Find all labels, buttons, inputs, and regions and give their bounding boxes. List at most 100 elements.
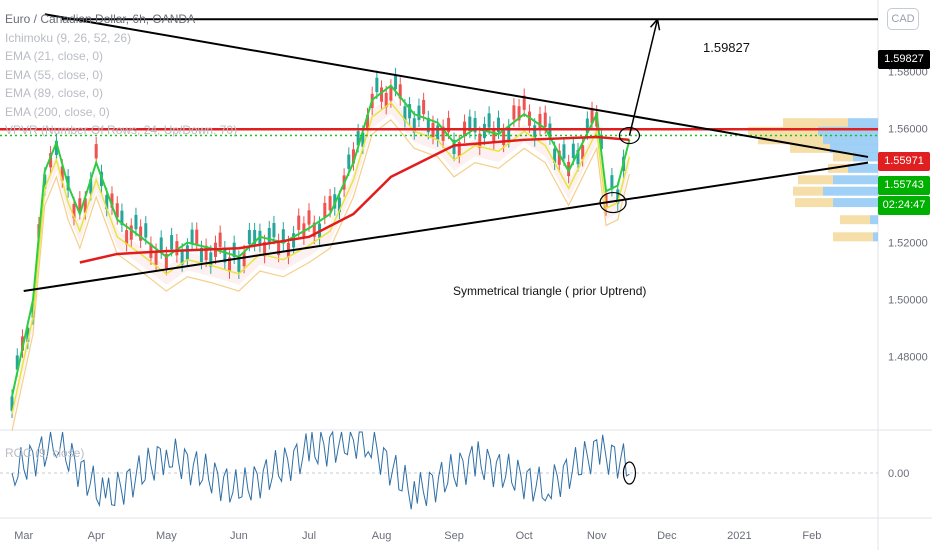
vpvr-bar-down (748, 126, 818, 136)
candle-body (195, 229, 199, 244)
vpvr-bar-down (790, 143, 830, 153)
candle-body (105, 194, 109, 210)
y-tick-label: 1.48000 (888, 352, 928, 364)
roc-y-tick: 0.00 (888, 468, 909, 480)
candle-body (394, 74, 398, 90)
vpvr-bar-up (848, 163, 878, 173)
indicator-ema-200[interactable]: EMA (200, close, 0) (5, 104, 110, 119)
vpvr-bar-up (873, 232, 878, 242)
candle-body (585, 118, 589, 133)
candle-body (562, 144, 566, 159)
candle-body (553, 148, 557, 163)
x-tick-label: 2021 (727, 530, 751, 542)
candle-body (89, 179, 93, 194)
roc-indicator-title[interactable]: ROC (9, close) (5, 446, 85, 460)
x-tick-label: Dec (657, 530, 677, 542)
y-tick-label: 1.50000 (888, 295, 928, 307)
projection-arrowhead (649, 18, 661, 31)
candle-body (204, 245, 208, 261)
indicator-ema-89[interactable]: EMA (89, close, 0) (5, 86, 104, 100)
candle-body (125, 230, 129, 245)
indicator-ichimoku[interactable]: Ichimoku (9, 26, 52, 26) (5, 30, 132, 45)
candle-body (190, 229, 194, 244)
vpvr-bar-up (870, 215, 878, 225)
candle-body (398, 84, 402, 99)
vpvr-bar-down (793, 186, 823, 196)
candle-body (110, 193, 114, 208)
indicator-ema-21[interactable]: EMA (21, close, 0) (5, 49, 104, 63)
candle-body (422, 99, 426, 115)
x-tick-label: Sep (444, 530, 464, 542)
candle-body (94, 144, 98, 159)
candle-body (247, 229, 251, 245)
indicator-ema-55[interactable]: EMA (55, close, 0) (5, 67, 104, 82)
candle-body (272, 223, 276, 238)
candle-body (571, 143, 575, 158)
candle-body (610, 175, 614, 190)
candle-body (337, 197, 341, 212)
candle-body (144, 223, 148, 238)
current-price-badge: 1.55743 (878, 176, 930, 195)
candle-body (548, 123, 552, 138)
candle-body (502, 130, 506, 146)
candle-body (242, 251, 246, 267)
candle-body (54, 140, 58, 156)
candle-body (281, 229, 285, 244)
candle-body (375, 77, 379, 93)
candle-body (361, 132, 365, 147)
x-tick-label: Apr (88, 530, 105, 542)
candle-body (10, 396, 14, 411)
candle-body (83, 198, 87, 213)
candle-body (351, 149, 355, 164)
vpvr-bar-down (783, 118, 848, 128)
candle-body (517, 106, 521, 121)
y-tick-label: 1.52000 (888, 238, 928, 250)
vpvr-bar-up (830, 143, 878, 153)
candle-body (180, 250, 184, 265)
trendline-lower (23, 161, 869, 293)
candle-body (328, 196, 332, 211)
candle-body (384, 92, 388, 108)
candle-body (412, 118, 416, 133)
currency-badge[interactable]: CAD (887, 8, 919, 30)
candle-body (457, 141, 461, 157)
candle-body (478, 133, 482, 148)
candle-body (232, 242, 236, 257)
candle-body (507, 126, 511, 141)
roc-line (11, 430, 630, 510)
candle-body (209, 252, 213, 267)
candle-body (468, 116, 472, 131)
candle-body (581, 145, 585, 160)
ema-55-line (11, 101, 631, 414)
vpvr-bar-up (823, 135, 878, 145)
candle-body (441, 126, 445, 141)
candle-body (134, 214, 138, 230)
candle-body (223, 248, 227, 263)
candle-body (297, 215, 301, 230)
candle-body (139, 226, 143, 241)
candle-body (347, 154, 351, 169)
candle-body (522, 95, 526, 110)
indicator-vpvr[interactable]: VPVR (Number Of Rows, 24, Up/Down, 70) (5, 123, 238, 137)
candle-body (557, 150, 561, 165)
candle-body (277, 240, 281, 256)
vpvr-bar-up (833, 198, 878, 208)
candle-body (199, 247, 203, 263)
candle-body (164, 253, 168, 269)
candle-body (15, 355, 19, 370)
x-tick-label: Jul (302, 530, 316, 542)
candle-body (175, 241, 179, 256)
candle-body (185, 245, 189, 260)
trendline-upper (44, 13, 869, 158)
vpvr-bar-up (823, 186, 878, 196)
vpvr-bar-down (795, 198, 833, 208)
x-tick-label: Feb (802, 530, 821, 542)
candle-body (129, 225, 133, 240)
countdown-badge: 02:24:47 (878, 196, 930, 215)
x-tick-label: Mar (14, 530, 33, 542)
candle-body (115, 203, 119, 218)
candle-body (154, 250, 158, 265)
symbol-title[interactable]: Euro / Canadian Dollar, 6h, OANDA (5, 12, 196, 26)
